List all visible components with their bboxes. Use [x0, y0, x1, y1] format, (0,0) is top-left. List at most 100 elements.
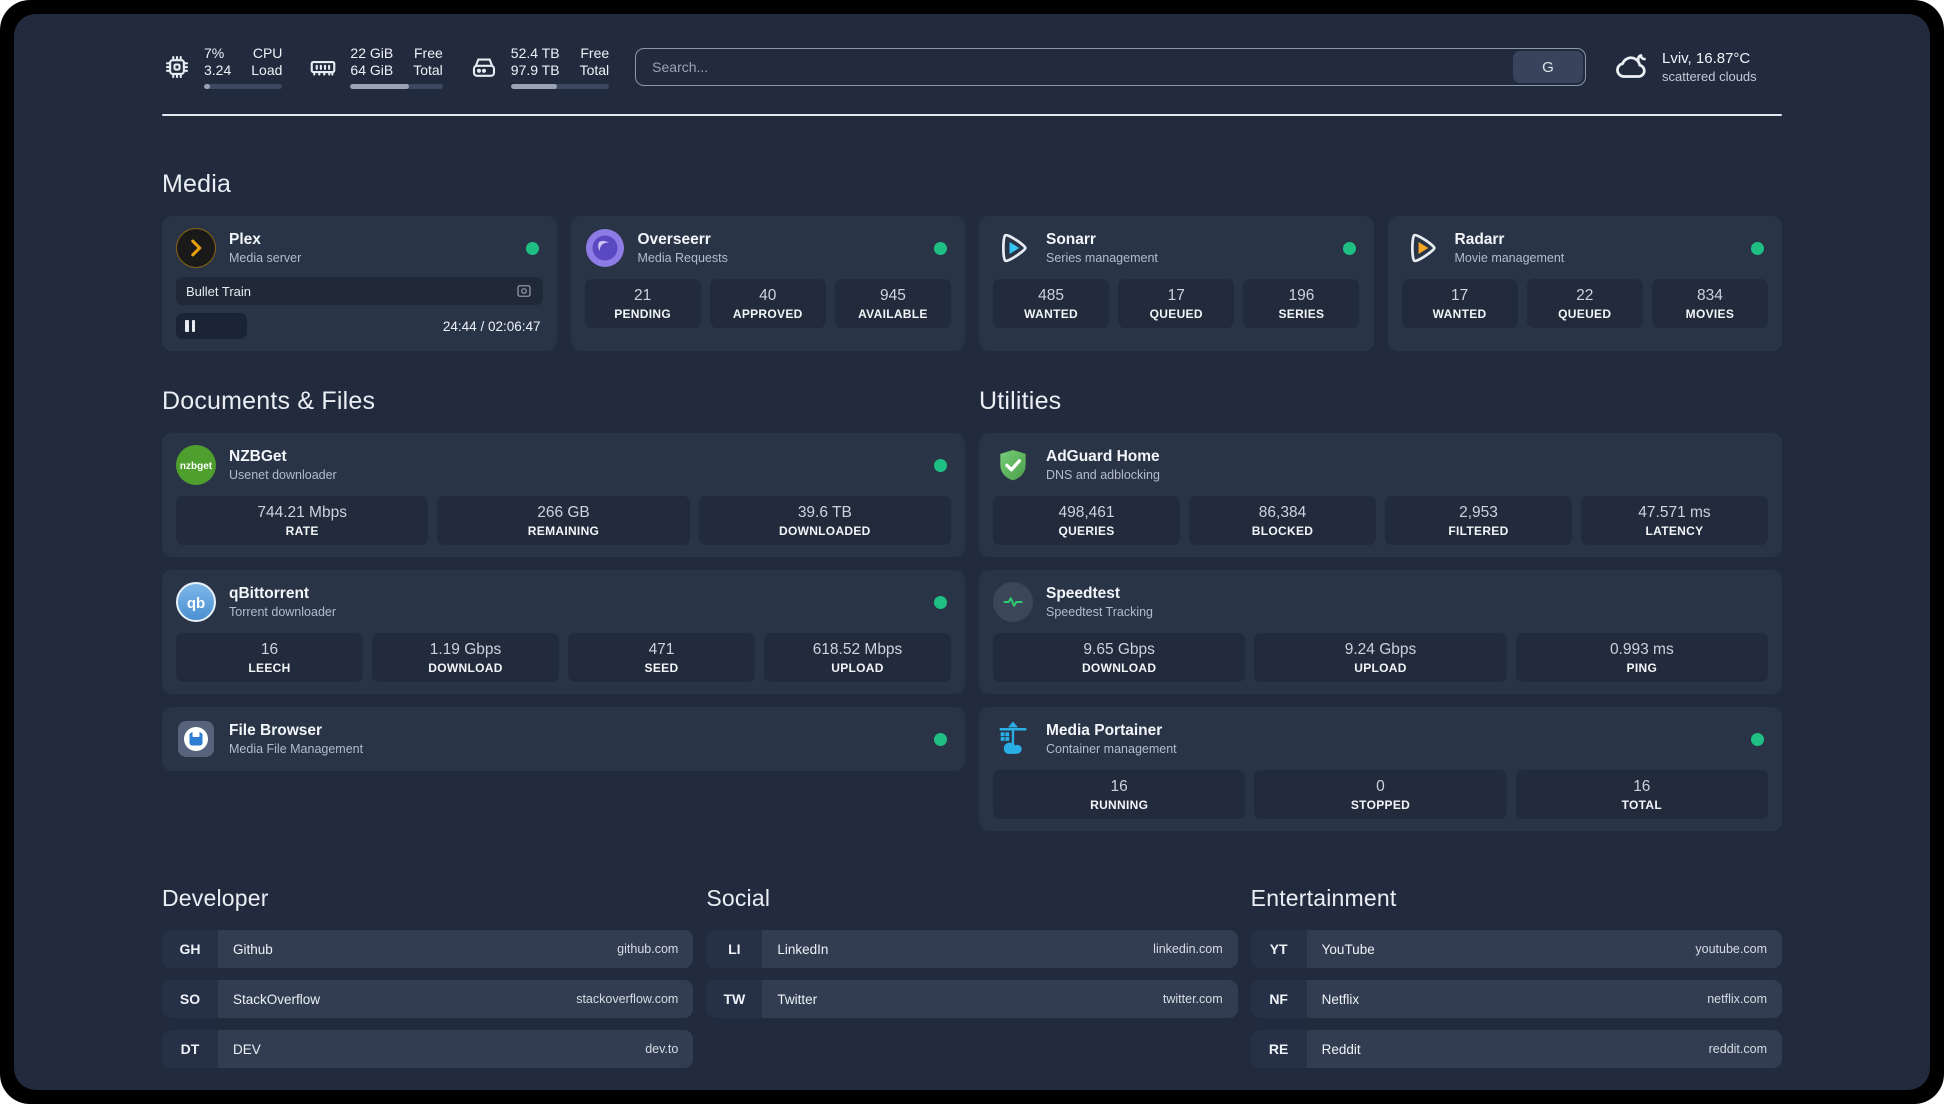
app-name: NZBGet — [229, 448, 287, 465]
link-url: reddit.com — [1708, 1042, 1767, 1056]
app-description: Media server — [229, 251, 302, 265]
link-url: dev.to — [645, 1042, 679, 1056]
search-container: G — [635, 48, 1586, 86]
app-name: Speedtest — [1046, 585, 1121, 602]
link-stackoverflow[interactable]: SO StackOverflow stackoverflow.com — [162, 980, 694, 1018]
disk-progress-fill — [510, 84, 558, 89]
playback-time: 24:44 / 02:06:47 — [442, 318, 541, 334]
filebrowser-icon — [176, 719, 216, 759]
stat-movies: 834 MOVIES — [1651, 279, 1768, 328]
link-url: linkedin.com — [1153, 942, 1223, 956]
entertainment-links-section: Entertainment YT YouTube youtube.com NF … — [1250, 885, 1782, 1068]
link-dev[interactable]: DT DEV dev.to — [162, 1030, 694, 1068]
ram-progress-bar — [350, 84, 443, 89]
overseerr-card[interactable]: Overseerr Media Requests 21 PENDING 40 A… — [570, 216, 965, 351]
app-description: Usenet downloader — [229, 468, 337, 482]
cpu-widget: 7% 3.24 CPU Load — [162, 45, 283, 89]
cpu-label-top: CPU — [252, 45, 283, 61]
link-name: Netflix — [1321, 991, 1360, 1007]
link-name: Twitter — [777, 991, 818, 1007]
dashboard: 7% 3.24 CPU Load — [14, 14, 1930, 1090]
nzbget-card[interactable]: nzbget NZBGet Usenet downloader 744.21 M… — [162, 433, 965, 557]
link-youtube[interactable]: YT YouTube youtube.com — [1250, 930, 1782, 968]
cpu-label-bottom: Load — [251, 62, 283, 78]
documents-section-title: Documents & Files — [162, 387, 376, 415]
header-divider — [162, 114, 1782, 116]
qbittorrent-icon: qb — [176, 582, 216, 622]
weather-widget: Lviv, 16.87°C scattered clouds — [1612, 48, 1782, 86]
stat-rate: 744.21 Mbps RATE — [176, 496, 429, 545]
app-description: Torrent downloader — [229, 605, 337, 619]
link-tag: YT — [1250, 930, 1307, 968]
disk-free-value: 52.4 TB — [510, 45, 560, 61]
portainer-card[interactable]: Media Portainer Container management 16 … — [979, 707, 1782, 831]
ram-progress-fill — [350, 84, 409, 89]
ram-widget: 22 GiB 64 GiB Free Total — [308, 45, 443, 89]
pause-icon — [185, 320, 189, 332]
app-description: Container management — [1046, 742, 1177, 756]
speedtest-card[interactable]: Speedtest Speedtest Tracking 9.65 Gbps D… — [979, 570, 1782, 694]
display-icon — [516, 285, 531, 297]
link-github[interactable]: GH Github github.com — [162, 930, 694, 968]
qbittorrent-card[interactable]: qb qBittorrent Torrent downloader 16 LEE… — [162, 570, 965, 694]
cpu-progress-bar — [204, 84, 283, 89]
status-online-dot — [1751, 732, 1764, 746]
cloud-icon — [1616, 54, 1646, 78]
link-twitter[interactable]: TW Twitter twitter.com — [706, 980, 1238, 1018]
status-online-dot — [1751, 241, 1764, 255]
stat-seed: 471 SEED — [568, 633, 755, 682]
status-online-dot — [1342, 241, 1356, 255]
now-playing-bar: Bullet Train — [176, 277, 543, 305]
link-name: Reddit — [1321, 1041, 1361, 1057]
radarr-card[interactable]: Radarr Movie management 17 WANTED 22 QUE… — [1387, 216, 1782, 351]
link-linkedin[interactable]: LI LinkedIn linkedin.com — [706, 930, 1238, 968]
app-name: Plex — [229, 231, 261, 248]
stat-download: 9.65 Gbps DOWNLOAD — [993, 633, 1246, 682]
status-online-dot — [934, 595, 947, 609]
link-netflix[interactable]: NF Netflix netflix.com — [1250, 980, 1782, 1018]
sonarr-card[interactable]: Sonarr Series management 485 WANTED 17 Q… — [979, 216, 1374, 351]
link-reddit[interactable]: RE Reddit reddit.com — [1250, 1030, 1782, 1068]
link-tag: GH — [162, 930, 218, 968]
disk-icon — [472, 58, 495, 77]
search-engine-button[interactable]: G — [1513, 51, 1583, 83]
cpu-percent: 7% — [204, 45, 225, 61]
sonarr-icon — [993, 228, 1033, 268]
stat-ping: 0.993 ms PING — [1515, 633, 1768, 682]
cpu-icon — [165, 55, 189, 79]
speedtest-icon — [993, 582, 1033, 622]
filebrowser-card[interactable]: File Browser Media File Management — [162, 707, 965, 771]
stat-download: 1.19 Gbps DOWNLOAD — [372, 633, 559, 682]
adguard-card[interactable]: AdGuard Home DNS and adblocking 498,461 … — [979, 433, 1782, 557]
disk-label-bottom: Total — [579, 62, 610, 78]
cpu-load-value: 3.24 — [204, 62, 232, 78]
media-section: Media Plex Media server Bullet Train — [162, 170, 1782, 351]
now-playing-title: Bullet Train — [186, 283, 252, 299]
plex-card[interactable]: Plex Media server Bullet Train 24:44 / 0… — [162, 216, 557, 351]
stat-running: 16 RUNNING — [993, 770, 1246, 819]
overseerr-icon — [585, 228, 625, 268]
ram-total-value: 64 GiB — [350, 62, 394, 78]
app-name: AdGuard Home — [1046, 448, 1160, 465]
ram-free-value: 22 GiB — [350, 45, 394, 61]
link-url: youtube.com — [1695, 942, 1767, 956]
adguard-icon — [993, 445, 1033, 485]
playback-progress[interactable]: 24:44 / 02:06:47 — [176, 313, 543, 339]
developer-links-section: Developer GH Github github.com SO StackO… — [162, 885, 694, 1068]
disk-progress-bar — [510, 84, 610, 89]
app-description: DNS and adblocking — [1046, 468, 1160, 482]
stat-available: 945 AVAILABLE — [834, 279, 951, 328]
link-tag: NF — [1250, 980, 1307, 1018]
app-description: Series management — [1046, 251, 1158, 265]
link-name: Github — [233, 941, 273, 957]
media-section-title: Media — [162, 170, 232, 198]
link-tag: LI — [706, 930, 763, 968]
stat-upload: 9.24 Gbps UPLOAD — [1254, 633, 1507, 682]
app-description: Media Requests — [637, 251, 728, 265]
ram-label-bottom: Total — [413, 62, 443, 78]
disk-total-value: 97.9 TB — [510, 62, 560, 78]
search-input[interactable] — [635, 48, 1586, 86]
ram-label-top: Free — [414, 45, 443, 61]
app-description: Speedtest Tracking — [1046, 605, 1154, 619]
